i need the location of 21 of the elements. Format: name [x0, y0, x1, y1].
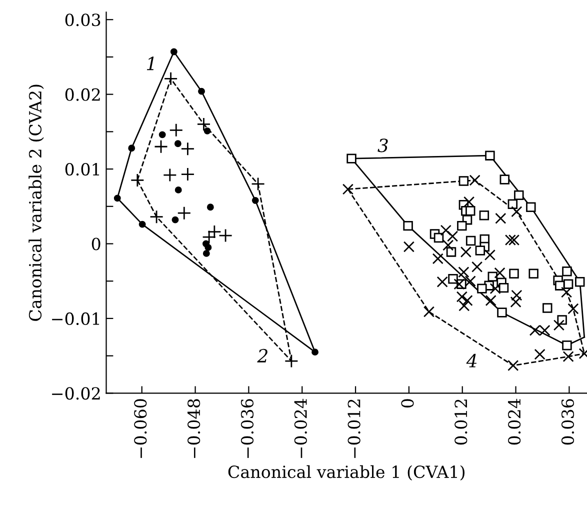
- x-tick-label: −0.024: [294, 398, 307, 458]
- annotation: 3: [378, 138, 388, 152]
- annotation: 4: [466, 354, 477, 368]
- x-tick-label: −0.060: [134, 399, 147, 458]
- x-tick-label: 0.012: [454, 400, 468, 445]
- x-tick-label: 0: [401, 399, 414, 408]
- y-tick-label: −0.02: [52, 387, 100, 400]
- y-axis-title: Canonical variable 2 (CVA2): [28, 84, 44, 321]
- y-tick-label: 0.03: [65, 14, 100, 26]
- x-tick-label: 0.024: [508, 398, 521, 445]
- y-tick-label: 0.02: [65, 88, 100, 101]
- annotation: 2: [257, 348, 268, 362]
- x-axis-title: Canonical variable 1 (CVA1): [228, 465, 464, 481]
- y-tick-label: 0: [92, 238, 100, 250]
- y-tick-label: 0.01: [65, 162, 100, 176]
- annotation: 1: [146, 56, 154, 70]
- x-tick-label: −0.036: [240, 399, 254, 458]
- y-tick-label: −0.01: [52, 312, 100, 326]
- x-tick-label: 0.036: [561, 399, 574, 445]
- x-tick-label: −0.048: [188, 399, 200, 458]
- x-tick-label: −0.012: [348, 400, 360, 458]
